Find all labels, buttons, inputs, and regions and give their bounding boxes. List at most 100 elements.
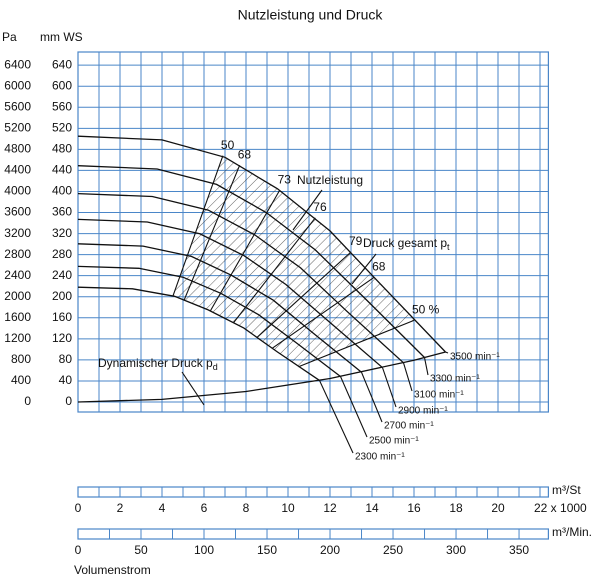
x-tick-label: 22 x 1000: [534, 501, 587, 515]
curve-label: 3500 min⁻¹: [450, 352, 500, 363]
leader-line: [445, 351, 449, 354]
y-tick-label: 4400: [4, 163, 31, 177]
leader-line: [339, 376, 368, 438]
efficiency-label: 50 %: [412, 303, 440, 317]
chart-title: Nutzleistung und Druck: [238, 7, 384, 23]
efficiency-line: [298, 319, 415, 368]
x-tick-label: 16: [407, 501, 421, 515]
leader-line: [351, 253, 377, 285]
leader-line: [181, 371, 205, 406]
y-tick-label: 0: [24, 394, 31, 408]
dynamic-pressure-curve: [77, 351, 446, 403]
y-tick-label: 5600: [4, 99, 31, 113]
x-tick-label: 0: [75, 501, 82, 515]
efficiency-label: 79: [349, 234, 363, 248]
axis-band: [77, 486, 549, 498]
y2-tick-label: 0: [65, 394, 72, 408]
x-tick-label: 100: [194, 543, 214, 557]
speed-curve: [77, 286, 320, 381]
x-tick-label: 12: [323, 501, 337, 515]
x-tick-label: 10: [281, 501, 295, 515]
speed-curve: [77, 165, 425, 358]
y2-tick-label: 400: [52, 184, 72, 198]
x-tick-label: 300: [446, 543, 466, 557]
x-tick-label: 200: [320, 543, 340, 557]
y-axis-label: Pa: [2, 30, 17, 44]
y-tick-label: 2000: [4, 289, 31, 303]
efficiency-label: 68: [372, 259, 386, 273]
curve-label: 2900 min⁻¹: [398, 406, 448, 417]
annotation-total-pressure-text: Druck gesamt p: [363, 236, 447, 250]
x-axis-title: Volumenstrom: [74, 563, 151, 577]
curve-label: 2700 min⁻¹: [384, 421, 434, 432]
efficiency-line: [233, 217, 316, 323]
curve-label: 3300 min⁻¹: [430, 374, 480, 385]
y2-tick-label: 280: [52, 247, 72, 261]
efficiency-line: [172, 155, 224, 296]
y2-tick-label: 80: [59, 352, 73, 366]
annotation-power-text: Nutzleistung: [297, 173, 363, 187]
annotation-dynamic-pressure: Dynamischer Druck pd: [98, 356, 218, 372]
x-tick-label: 0: [75, 543, 82, 557]
y-tick-label: 2800: [4, 247, 31, 261]
y2-tick-label: 640: [52, 57, 72, 71]
efficiency-line: [210, 190, 281, 311]
annotation-total-pressure-sub: t: [447, 242, 450, 252]
speed-curve: [77, 218, 383, 369]
efficiency-line: [256, 251, 352, 338]
efficiency-line: [272, 276, 375, 349]
x-axis-label: m³/St: [552, 483, 581, 497]
y2-tick-label: 360: [52, 205, 72, 219]
y-tick-label: 400: [11, 373, 31, 387]
x-tick-label: 8: [243, 501, 250, 515]
leader-line: [381, 367, 397, 408]
y2-tick-label: 200: [52, 289, 72, 303]
leader-line: [292, 189, 323, 231]
y-tick-label: 5200: [4, 120, 31, 134]
y-tick-label: 2400: [4, 268, 31, 282]
x-axis-label: m³/Min.: [552, 525, 592, 539]
annotation-dynamic-pressure-text: Dynamischer Druck p: [98, 356, 213, 370]
plot-frame: [77, 51, 549, 413]
curve-label: 2500 min⁻¹: [369, 436, 419, 447]
annotation-total-pressure: Druck gesamt pt: [363, 236, 450, 252]
axis-band: [77, 528, 549, 540]
y2-tick-label: 240: [52, 268, 72, 282]
x-tick-label: 20: [491, 501, 505, 515]
leader-line: [360, 372, 383, 423]
y-tick-label: 3200: [4, 226, 31, 240]
x-tick-label: 2: [117, 501, 124, 515]
y-tick-label: 6000: [4, 78, 31, 92]
curve-label: 3100 min⁻¹: [414, 390, 464, 401]
x-tick-label: 4: [159, 501, 166, 515]
y2-axis-label: mm WS: [40, 30, 83, 44]
y2-tick-label: 120: [52, 331, 72, 345]
efficiency-label: 73: [278, 173, 292, 187]
curve-label: 2300 min⁻¹: [355, 452, 405, 463]
annotation-dynamic-pressure-sub: d: [213, 362, 218, 372]
annotation-power: Nutzleistung: [297, 173, 363, 187]
y-tick-label: 4800: [4, 142, 31, 156]
efficiency-label: 68: [238, 147, 252, 161]
efficiency-hatch: [173, 155, 414, 367]
speed-curve: [77, 192, 404, 364]
y2-tick-label: 160: [52, 310, 72, 324]
leader-line: [402, 362, 413, 392]
y2-tick-label: 560: [52, 99, 72, 113]
leader-line: [423, 357, 429, 376]
y2-tick-label: 480: [52, 142, 72, 156]
y-tick-label: 800: [11, 352, 31, 366]
x-tick-label: 150: [257, 543, 277, 557]
y-tick-label: 3600: [4, 205, 31, 219]
efficiency-label: 76: [313, 200, 327, 214]
y-tick-label: 4000: [4, 184, 31, 198]
y2-tick-label: 520: [52, 120, 72, 134]
y2-tick-label: 600: [52, 78, 72, 92]
efficiency-line: [183, 164, 241, 300]
x-tick-label: 14: [365, 501, 379, 515]
x-tick-label: 250: [383, 543, 403, 557]
x-tick-label: 50: [134, 543, 148, 557]
y2-tick-label: 440: [52, 163, 72, 177]
